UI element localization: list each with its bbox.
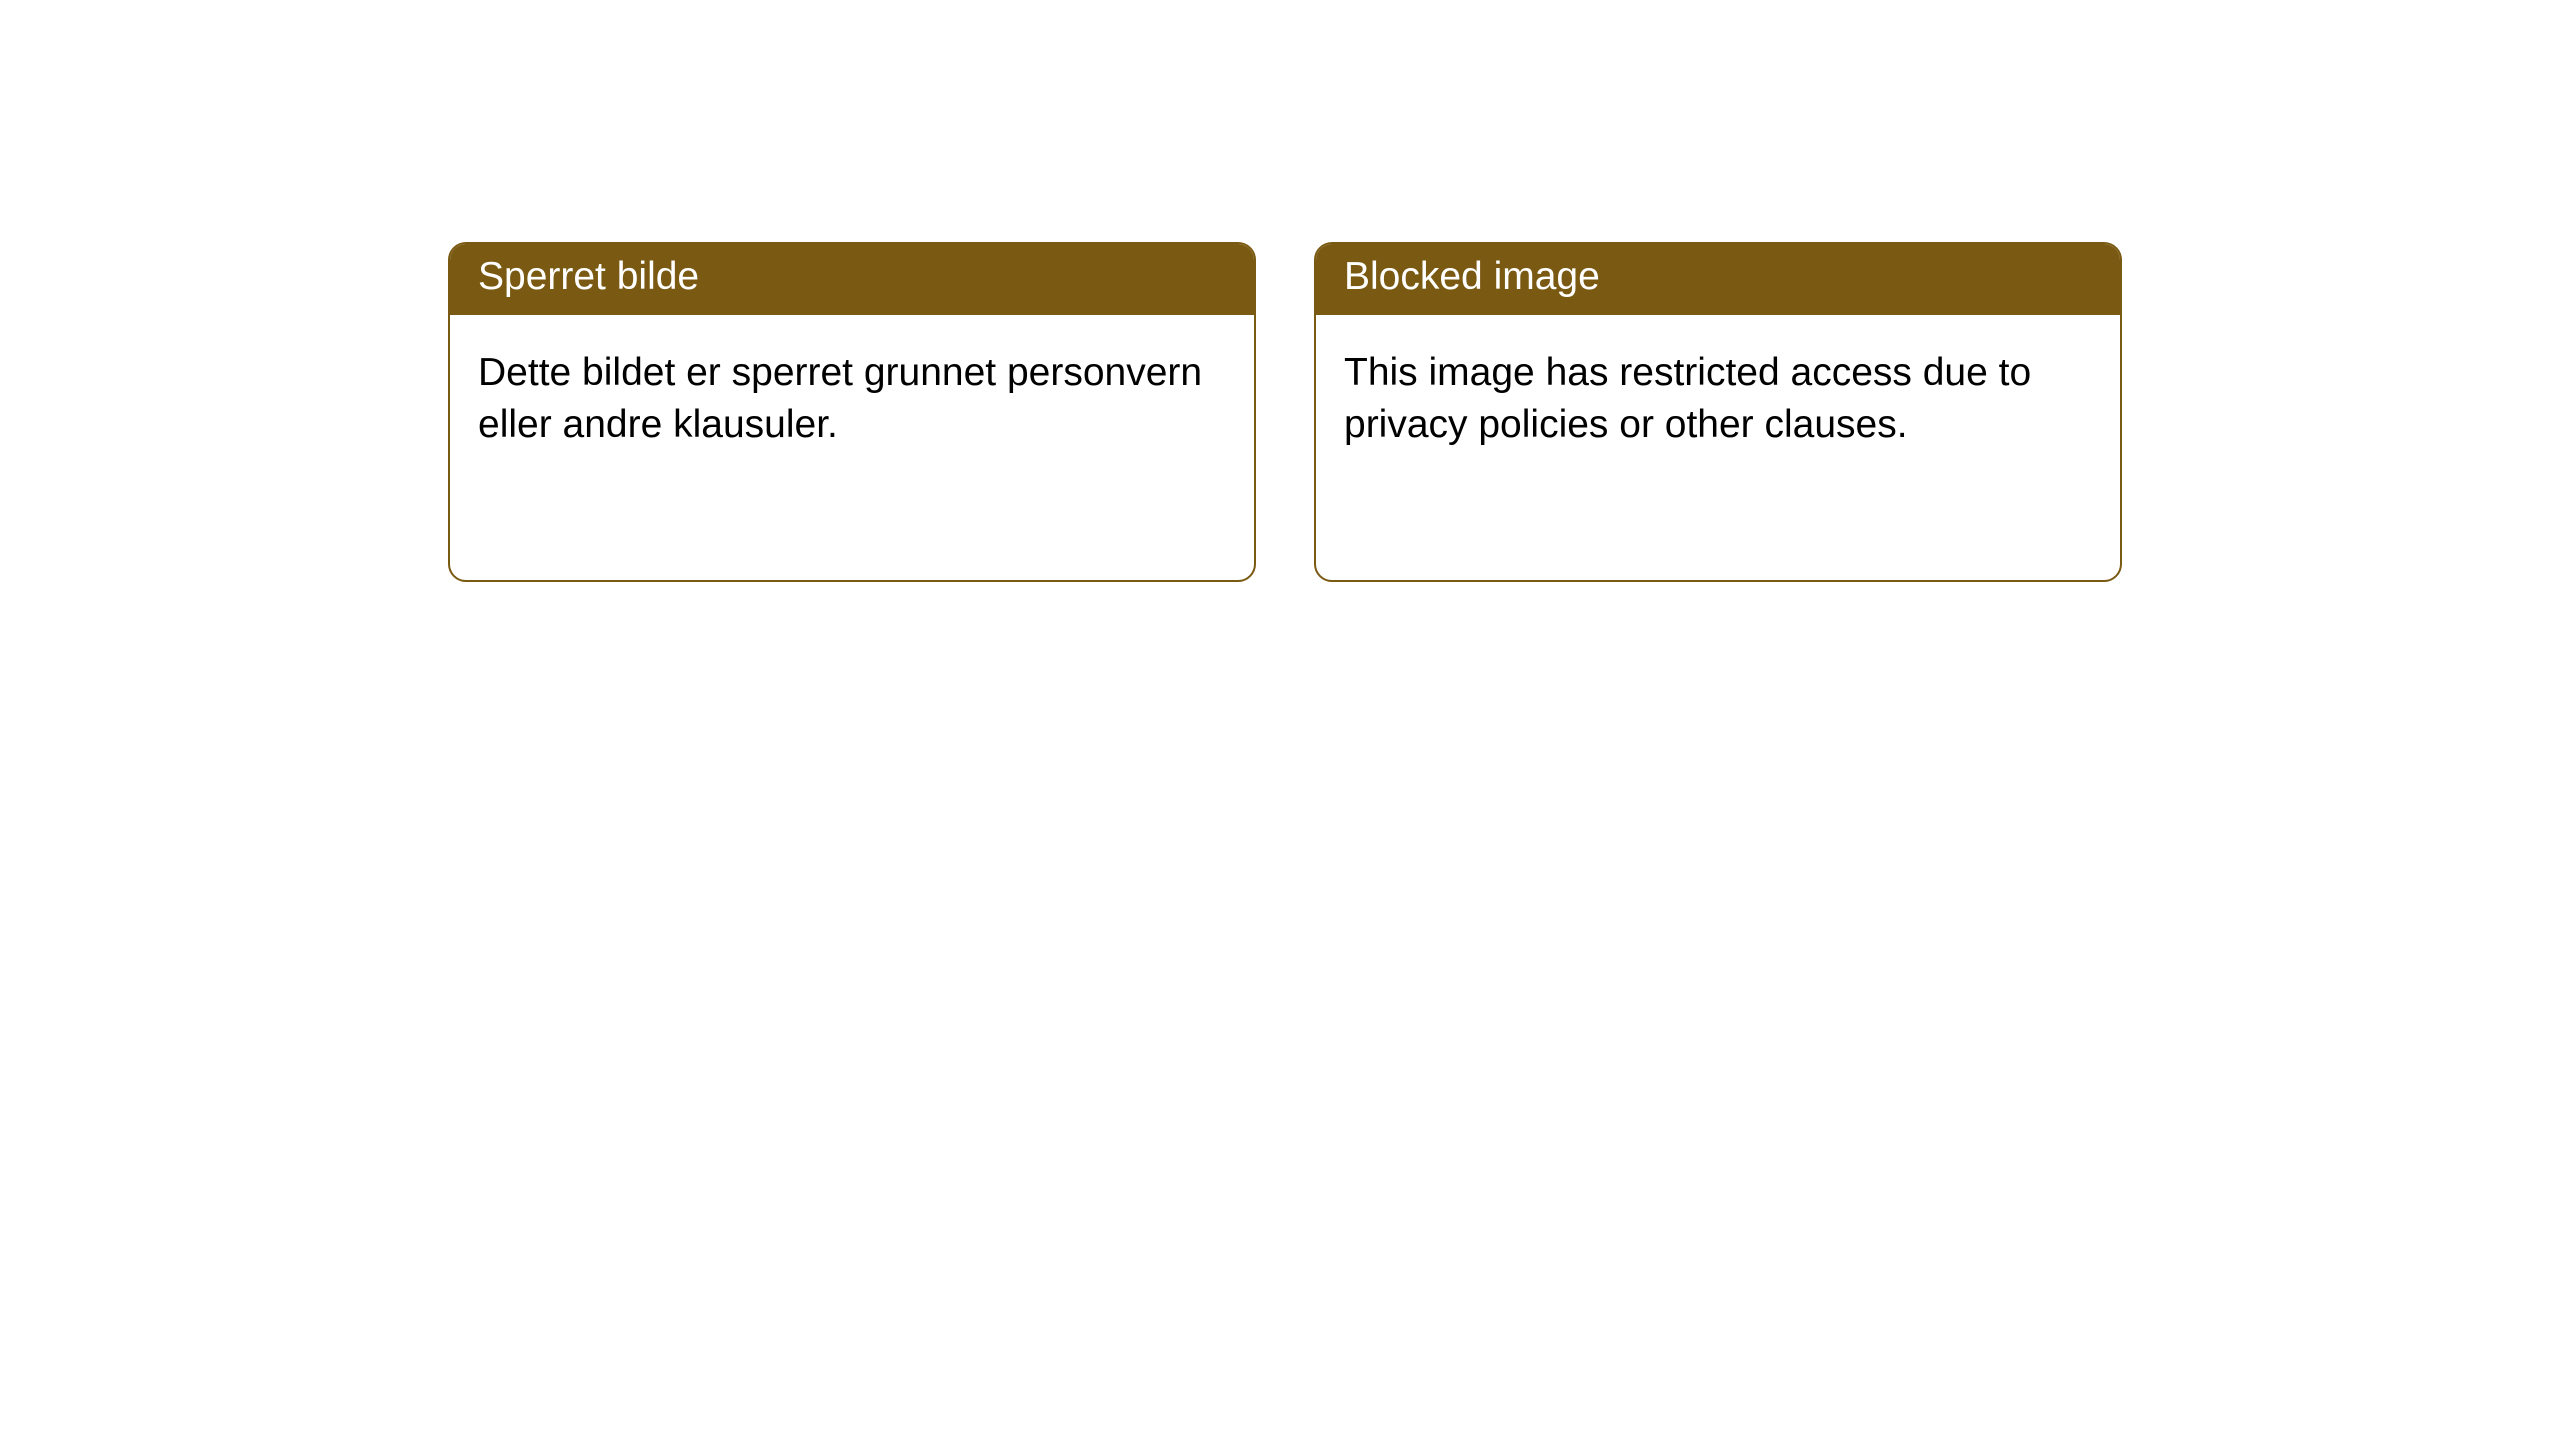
card-title: Blocked image bbox=[1344, 255, 1600, 298]
notice-cards-container: Sperret bilde Dette bildet er sperret gr… bbox=[448, 242, 2122, 582]
card-body-text: This image has restricted access due to … bbox=[1344, 351, 2031, 447]
card-header: Sperret bilde bbox=[450, 244, 1254, 315]
card-body: Dette bildet er sperret grunnet personve… bbox=[450, 315, 1254, 484]
card-header: Blocked image bbox=[1316, 244, 2120, 315]
card-body-text: Dette bildet er sperret grunnet personve… bbox=[478, 351, 1202, 447]
card-title: Sperret bilde bbox=[478, 255, 699, 298]
blocked-image-card-english: Blocked image This image has restricted … bbox=[1314, 242, 2122, 582]
blocked-image-card-norwegian: Sperret bilde Dette bildet er sperret gr… bbox=[448, 242, 1256, 582]
card-body: This image has restricted access due to … bbox=[1316, 315, 2120, 484]
